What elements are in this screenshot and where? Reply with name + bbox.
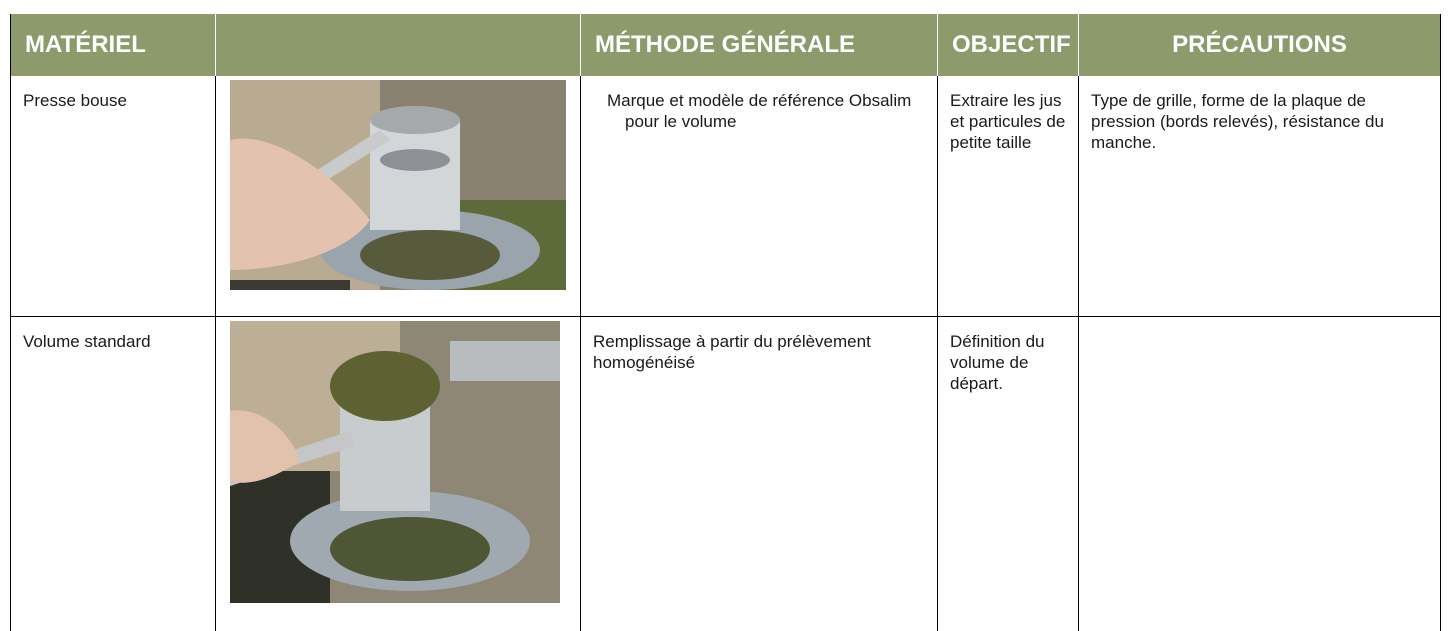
header-cell: MATÉRIEL — [11, 14, 216, 76]
objective-cell: Extraire les jus et particules de petite… — [938, 76, 1079, 317]
photo-cell — [216, 76, 581, 317]
photo — [230, 321, 560, 603]
method-cell: Marque et modèle de référence Obsalim po… — [581, 76, 938, 317]
material-table: MATÉRIEL MÉTHODE GÉNÉRALE OBJECTIF PRÉCA… — [10, 14, 1441, 631]
method-text: Marque et modèle de référence Obsalim po… — [593, 90, 925, 132]
precautions-cell — [1079, 317, 1441, 631]
method-cell: Remplissage à partir du prélèvement homo… — [581, 317, 938, 631]
precautions-cell: Type de grille, forme de la plaque de pr… — [1079, 76, 1441, 317]
header-cell: OBJECTIF — [938, 14, 1079, 76]
header-cell — [216, 14, 581, 76]
table-row: Volume standard Remplissage à partir du … — [11, 317, 1441, 631]
photo-cell — [216, 317, 581, 631]
objective-cell: Définition du volume de départ. — [938, 317, 1079, 631]
header-row: MATÉRIEL MÉTHODE GÉNÉRALE OBJECTIF PRÉCA… — [11, 14, 1441, 76]
photo — [230, 80, 566, 290]
material-cell: Volume standard — [11, 317, 216, 631]
table-row: Presse bouse Marque et modèle de référen… — [11, 76, 1441, 317]
material-cell: Presse bouse — [11, 76, 216, 317]
header-cell: PRÉCAUTIONS — [1079, 14, 1441, 76]
header-cell: MÉTHODE GÉNÉRALE — [581, 14, 938, 76]
